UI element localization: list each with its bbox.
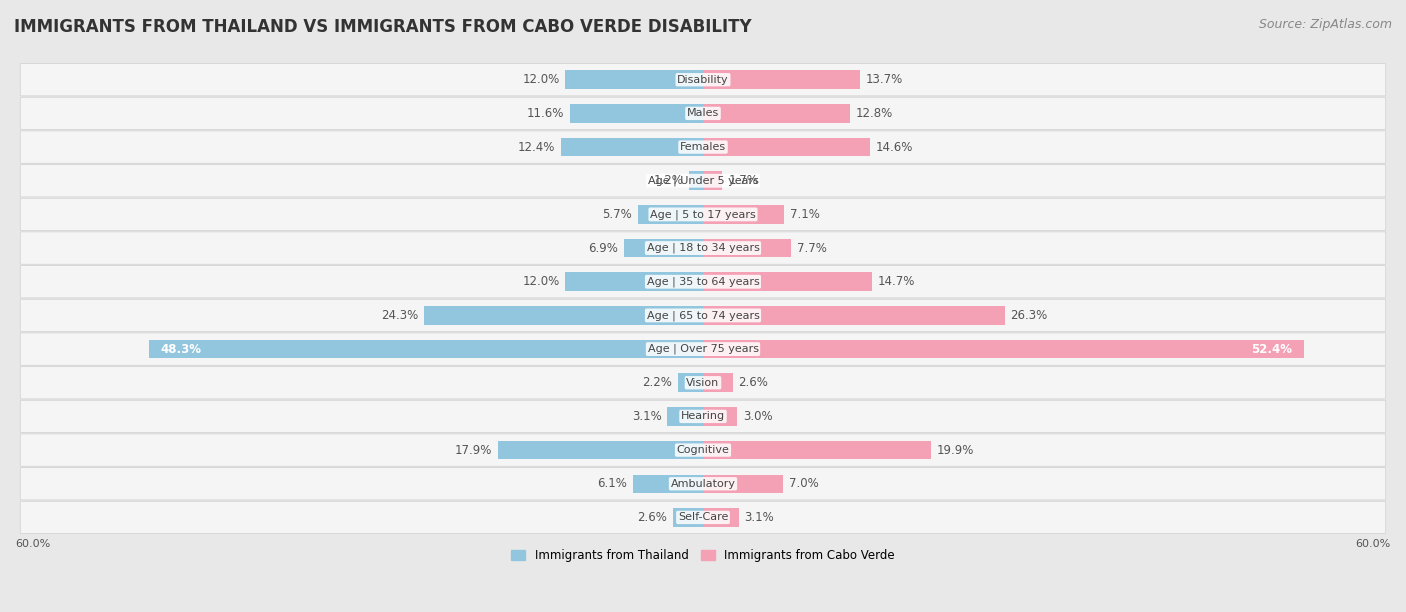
Bar [703, 70, 860, 89]
FancyBboxPatch shape [20, 333, 1386, 365]
Text: Age | Over 75 years: Age | Over 75 years [648, 344, 758, 354]
Text: Self-Care: Self-Care [678, 512, 728, 523]
Text: 14.6%: 14.6% [876, 141, 914, 154]
Text: Source: ZipAtlas.com: Source: ZipAtlas.com [1258, 18, 1392, 31]
Text: Age | 18 to 34 years: Age | 18 to 34 years [647, 243, 759, 253]
Bar [633, 474, 703, 493]
FancyBboxPatch shape [20, 299, 1386, 332]
Text: 60.0%: 60.0% [15, 539, 51, 550]
Bar [703, 340, 1303, 359]
Text: 2.6%: 2.6% [637, 511, 668, 524]
Text: Ambulatory: Ambulatory [671, 479, 735, 489]
Bar [678, 373, 703, 392]
Bar [149, 340, 703, 359]
FancyBboxPatch shape [20, 232, 1386, 264]
Text: Age | 35 to 64 years: Age | 35 to 64 years [647, 277, 759, 287]
FancyBboxPatch shape [20, 468, 1386, 500]
Text: 5.7%: 5.7% [602, 208, 631, 221]
Text: Females: Females [681, 142, 725, 152]
Text: 2.2%: 2.2% [643, 376, 672, 389]
Text: 12.0%: 12.0% [523, 73, 560, 86]
FancyBboxPatch shape [20, 131, 1386, 163]
Text: Males: Males [688, 108, 718, 118]
Bar [703, 306, 1004, 325]
Text: Disability: Disability [678, 75, 728, 84]
Text: 24.3%: 24.3% [381, 309, 419, 322]
FancyBboxPatch shape [20, 367, 1386, 399]
Legend: Immigrants from Thailand, Immigrants from Cabo Verde: Immigrants from Thailand, Immigrants fro… [506, 545, 900, 567]
FancyBboxPatch shape [20, 64, 1386, 96]
Bar [425, 306, 703, 325]
Bar [703, 373, 733, 392]
Bar [673, 508, 703, 527]
Text: 1.2%: 1.2% [654, 174, 683, 187]
Text: 13.7%: 13.7% [866, 73, 903, 86]
Bar [703, 272, 872, 291]
Text: 12.4%: 12.4% [517, 141, 555, 154]
Bar [703, 205, 785, 223]
FancyBboxPatch shape [20, 501, 1386, 534]
Text: 3.1%: 3.1% [744, 511, 775, 524]
FancyBboxPatch shape [20, 97, 1386, 130]
FancyBboxPatch shape [20, 266, 1386, 298]
Text: 48.3%: 48.3% [160, 343, 201, 356]
Text: 11.6%: 11.6% [527, 107, 564, 120]
Text: 2.6%: 2.6% [738, 376, 769, 389]
Text: 6.9%: 6.9% [588, 242, 619, 255]
Text: 3.1%: 3.1% [631, 410, 662, 423]
Bar [703, 239, 792, 257]
Text: IMMIGRANTS FROM THAILAND VS IMMIGRANTS FROM CABO VERDE DISABILITY: IMMIGRANTS FROM THAILAND VS IMMIGRANTS F… [14, 18, 752, 36]
FancyBboxPatch shape [20, 434, 1386, 466]
Text: 7.7%: 7.7% [797, 242, 827, 255]
Bar [703, 441, 931, 460]
Text: Hearing: Hearing [681, 411, 725, 422]
Bar [703, 407, 737, 426]
Text: 17.9%: 17.9% [454, 444, 492, 457]
Bar [565, 272, 703, 291]
Bar [668, 407, 703, 426]
Bar [565, 70, 703, 89]
Text: 1.7%: 1.7% [728, 174, 758, 187]
Text: Age | 65 to 74 years: Age | 65 to 74 years [647, 310, 759, 321]
Text: 3.0%: 3.0% [744, 410, 773, 423]
Bar [498, 441, 703, 460]
Text: 12.0%: 12.0% [523, 275, 560, 288]
Text: Vision: Vision [686, 378, 720, 388]
Text: 7.1%: 7.1% [790, 208, 820, 221]
Bar [703, 171, 723, 190]
Bar [703, 508, 738, 527]
Bar [689, 171, 703, 190]
Text: 26.3%: 26.3% [1011, 309, 1047, 322]
Bar [703, 104, 849, 122]
Bar [624, 239, 703, 257]
Text: Age | Under 5 years: Age | Under 5 years [648, 176, 758, 186]
Text: 7.0%: 7.0% [789, 477, 818, 490]
Bar [703, 474, 783, 493]
FancyBboxPatch shape [20, 165, 1386, 197]
Bar [561, 138, 703, 156]
Bar [569, 104, 703, 122]
Text: 12.8%: 12.8% [855, 107, 893, 120]
Bar [638, 205, 703, 223]
Bar [703, 138, 870, 156]
Text: 14.7%: 14.7% [877, 275, 915, 288]
Text: Cognitive: Cognitive [676, 445, 730, 455]
Text: 60.0%: 60.0% [1355, 539, 1391, 550]
Text: 6.1%: 6.1% [598, 477, 627, 490]
Text: 19.9%: 19.9% [936, 444, 974, 457]
Text: 52.4%: 52.4% [1251, 343, 1292, 356]
FancyBboxPatch shape [20, 400, 1386, 433]
Text: Age | 5 to 17 years: Age | 5 to 17 years [650, 209, 756, 220]
FancyBboxPatch shape [20, 198, 1386, 231]
